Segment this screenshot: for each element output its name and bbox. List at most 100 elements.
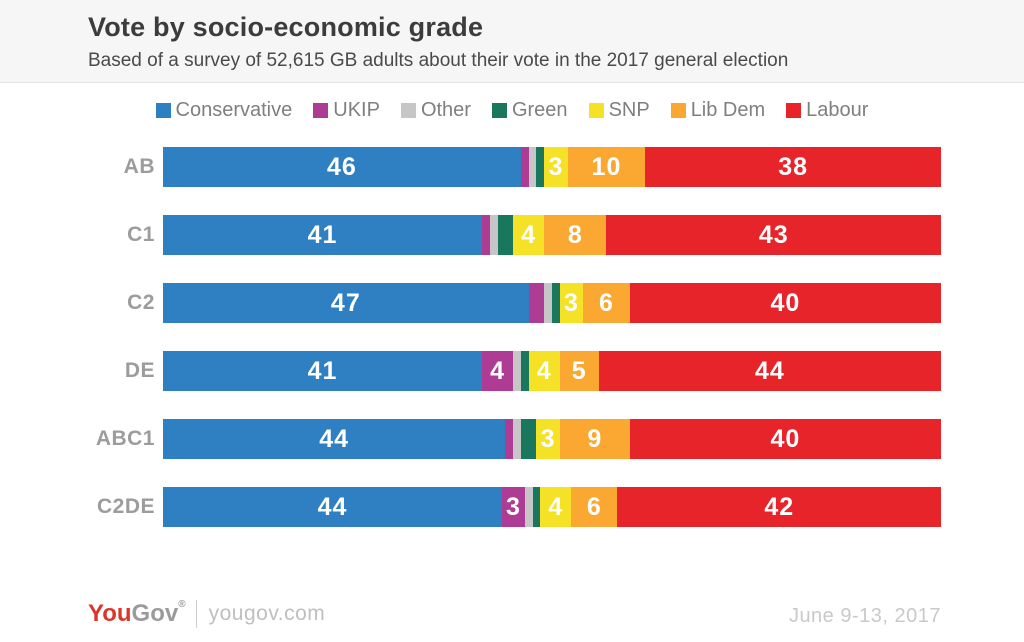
stacked-bar: 41 4 8 43 (163, 215, 942, 255)
yougov-url: yougov.com (208, 602, 326, 625)
segment-snp: 3 (536, 419, 560, 459)
segment-value: 10 (591, 152, 622, 181)
segment-snp: 3 (559, 283, 584, 323)
segment-other (489, 215, 498, 255)
row-label: C1 (127, 223, 155, 246)
segment-snp: 4 (540, 487, 572, 527)
segment-snp: 4 (513, 215, 545, 255)
row-label: C2DE (96, 495, 155, 518)
stacked-bar: 47 3 6 40 (163, 283, 942, 323)
legend-item-conservative: Conservative (155, 99, 292, 122)
segment-green (552, 283, 560, 323)
bar-row-abc1: ABC1 44 3 9 40 (85, 419, 941, 459)
row-label: AB (123, 155, 155, 178)
segment-value: 43 (758, 220, 789, 249)
segment-value: 4 (521, 220, 537, 249)
legend: Conservative UKIP Other Green SNP Lib Dem Labo… (0, 99, 1024, 122)
legend-swatch-icon (588, 103, 604, 118)
segment-value: 42 (764, 492, 795, 521)
legend-item-snp: SNP (588, 99, 650, 122)
legend-label: Other (420, 99, 471, 121)
logo-gov-text: Gov (131, 600, 179, 627)
segment-ukip (505, 419, 514, 459)
segment-value: 3 (564, 288, 579, 317)
segment-lib-dem: 6 (571, 487, 618, 527)
segment-value: 9 (587, 424, 603, 453)
row-label: C2 (127, 291, 155, 314)
header: Vote by socio-economic grade Based of a … (0, 0, 1024, 83)
segment-ukip (520, 147, 529, 187)
segment-green (497, 215, 514, 255)
page-subtitle: Based of a survey of 52,615 GB adults ab… (88, 50, 789, 71)
brand-divider (195, 600, 197, 628)
segment-green (536, 147, 545, 187)
segment-lib-dem: 8 (544, 215, 607, 255)
bar-row-c1: C1 41 4 8 43 (85, 215, 942, 255)
legend-swatch-icon (313, 103, 329, 118)
segment-snp: 3 (544, 147, 568, 187)
segment-value: 3 (506, 492, 521, 521)
segment-value: 6 (599, 288, 614, 317)
legend-swatch-icon (670, 103, 686, 118)
segment-value: 3 (548, 152, 564, 181)
legend-label: Lib Dem (690, 99, 766, 121)
stacked-bar: 41 4 4 5 44 (163, 351, 942, 391)
segment-ukip (481, 215, 490, 255)
legend-swatch-icon (400, 103, 416, 118)
segment-other (544, 283, 552, 323)
segment-ukip: 4 (481, 351, 514, 391)
legend-item-lib-dem: Lib Dem (670, 99, 766, 122)
stacked-bar-chart: AB 46 3 10 38 C1 41 4 8 43 C2 47 3 6 40 DE 41 4 4 5 44 ABC1 44… (0, 147, 1024, 527)
segment-value: 41 (307, 356, 338, 385)
survey-date: June 9-13, 2017 (788, 605, 941, 627)
segment-value: 4 (548, 492, 564, 521)
segment-conservative: 44 (163, 487, 502, 527)
segment-conservative: 44 (163, 419, 506, 459)
segment-conservative: 41 (163, 351, 482, 391)
segment-snp: 4 (528, 351, 560, 391)
segment-labour: 44 (598, 351, 942, 391)
legend-item-other: Other (400, 99, 471, 122)
stacked-bar: 44 3 4 6 42 (163, 487, 942, 527)
segment-ukip: 3 (501, 487, 526, 527)
segment-value: 41 (307, 220, 338, 249)
stacked-bar: 46 3 10 38 (163, 147, 941, 187)
segment-labour: 40 (629, 419, 941, 459)
segment-green (520, 351, 529, 391)
segment-green (520, 419, 537, 459)
segment-value: 4 (536, 356, 552, 385)
segment-value: 47 (330, 288, 361, 317)
yougov-brand: YouGov® yougov.com (88, 600, 325, 628)
row-label: DE (124, 359, 155, 382)
segment-value: 44 (319, 424, 350, 453)
bar-row-ab: AB 46 3 10 38 (85, 147, 941, 187)
stacked-bar: 44 3 9 40 (163, 419, 941, 459)
bar-row-c2: C2 47 3 6 40 (85, 283, 942, 323)
segment-value: 44 (317, 492, 348, 521)
segment-conservative: 46 (163, 147, 521, 187)
segment-other (528, 147, 537, 187)
segment-other (513, 419, 521, 459)
segment-value: 44 (754, 356, 785, 385)
segment-labour: 40 (629, 283, 942, 323)
legend-item-ukip: UKIP (313, 99, 380, 122)
segment-green (532, 487, 541, 527)
segment-value: 4 (490, 356, 505, 385)
segment-lib-dem: 9 (559, 419, 630, 459)
segment-value: 46 (327, 152, 357, 181)
segment-labour: 42 (617, 487, 942, 527)
legend-label: Green (511, 99, 568, 121)
legend-label: Labour (806, 99, 869, 121)
segment-labour: 38 (645, 147, 941, 187)
segment-conservative: 41 (163, 215, 482, 255)
yougov-logo: YouGov® (88, 600, 186, 628)
row-label: ABC1 (95, 427, 155, 450)
segment-ukip (528, 283, 545, 323)
segment-other (513, 351, 521, 391)
legend-label: SNP (608, 99, 650, 121)
legend-label: UKIP (333, 99, 380, 121)
segment-conservative: 47 (163, 283, 529, 323)
segment-lib-dem: 5 (559, 351, 599, 391)
footer: YouGov® yougov.com June 9-13, 2017 (88, 600, 941, 628)
segment-value: 38 (778, 152, 809, 181)
